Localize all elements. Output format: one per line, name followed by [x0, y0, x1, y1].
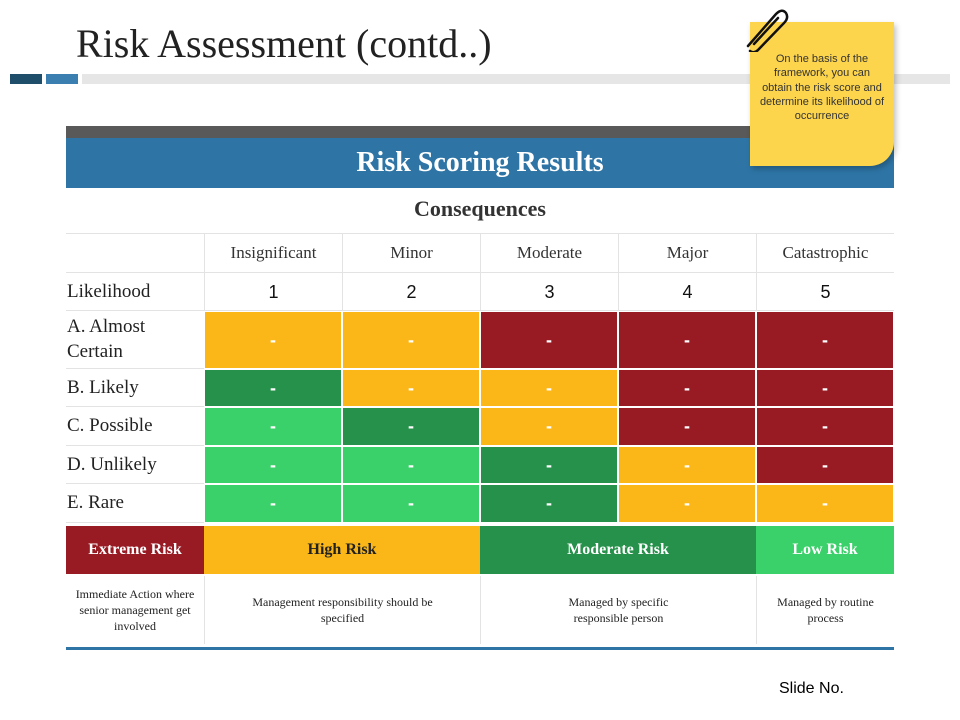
column-header-moderate: Moderate: [480, 234, 618, 272]
legend-description-low: Managed by routine process: [756, 576, 894, 644]
table-bottom-line: [66, 647, 894, 650]
legend-description-high: Management responsibility should be spec…: [204, 576, 480, 644]
risk-cell: -: [480, 484, 618, 523]
risk-cell: -: [342, 484, 480, 523]
risk-cell: -: [204, 407, 342, 446]
accent-bar-light: [46, 74, 78, 84]
risk-cell: -: [342, 311, 480, 369]
risk-cell: -: [756, 407, 894, 446]
risk-cell: -: [756, 446, 894, 484]
consequence-number: 2: [342, 273, 480, 311]
risk-cell: -: [618, 369, 756, 407]
paperclip-icon: [746, 9, 789, 52]
risk-cell: -: [618, 484, 756, 523]
risk-cell: -: [618, 311, 756, 369]
risk-cell: -: [480, 369, 618, 407]
risk-cell: -: [480, 407, 618, 446]
risk-cell: -: [342, 369, 480, 407]
slide-title: Risk Assessment (contd..): [76, 21, 492, 66]
divider: [66, 272, 894, 273]
row-label-rare: E. Rare: [67, 492, 124, 514]
row-label-possible: C. Possible: [67, 415, 153, 437]
sticky-note-text: On the basis of the framework, you can o…: [759, 53, 885, 123]
column-header-insignificant: Insignificant: [204, 234, 342, 272]
column-header-minor: Minor: [342, 234, 480, 272]
column-header-catastrophic: Catastrophic: [756, 234, 894, 272]
risk-cell: -: [342, 446, 480, 484]
risk-cell: -: [342, 407, 480, 446]
legend-description-moderate: Managed by specific responsible person: [480, 576, 756, 644]
consequence-number: 4: [618, 273, 756, 311]
consequences-heading: Consequences: [413, 196, 546, 221]
risk-cell: -: [480, 446, 618, 484]
row-label-likely: B. Likely: [67, 376, 139, 398]
legend-moderate-risk: Moderate Risk: [480, 526, 756, 574]
risk-cell: -: [618, 446, 756, 484]
consequence-number: 1: [204, 273, 342, 311]
risk-cell: -: [204, 369, 342, 407]
row-label-almost-certain: A. Almost Certain: [67, 316, 146, 362]
legend-high-risk: High Risk: [204, 526, 480, 574]
column-header-major: Major: [618, 234, 756, 272]
risk-cell: -: [480, 311, 618, 369]
legend-description-extreme: Immediate Action where senior management…: [75, 586, 195, 634]
accent-bar-dark: [10, 74, 42, 84]
risk-cell: -: [756, 311, 894, 369]
risk-cell: -: [204, 311, 342, 369]
likelihood-label: Likelihood: [67, 280, 151, 302]
risk-cell: -: [756, 369, 894, 407]
row-label-unlikely: D. Unlikely: [67, 453, 157, 475]
slide-number-label: Slide No.: [779, 680, 844, 697]
risk-cell: -: [204, 484, 342, 523]
accent-bar-grey: [82, 74, 950, 84]
sticky-note: On the basis of the framework, you can o…: [750, 22, 894, 166]
risk-cell: -: [204, 446, 342, 484]
table-top-strip: [66, 126, 894, 138]
divider: [66, 233, 894, 234]
consequence-number: 3: [480, 273, 618, 311]
legend-extreme-risk: Extreme Risk: [66, 526, 204, 574]
risk-cell: -: [756, 484, 894, 523]
consequence-number: 5: [756, 273, 894, 311]
risk-cell: -: [618, 407, 756, 446]
legend-low-risk: Low Risk: [756, 526, 894, 574]
